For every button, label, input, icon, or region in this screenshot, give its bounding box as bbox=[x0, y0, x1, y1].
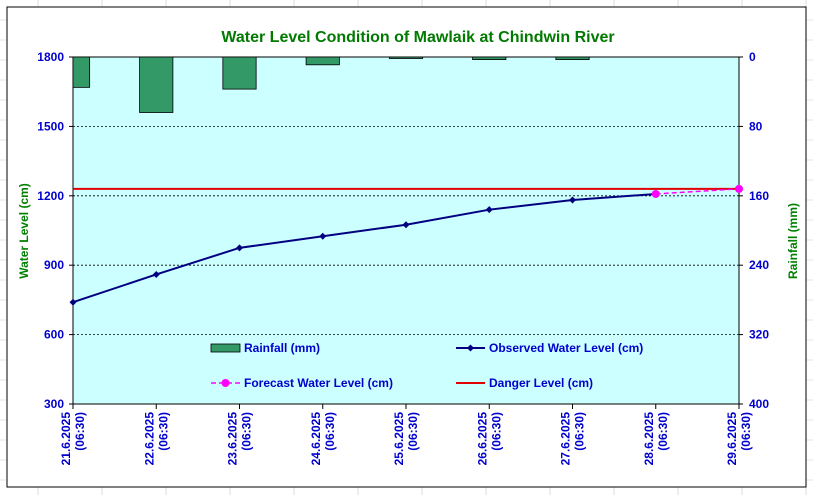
x-tick-label-group: 24.6.2025 (06:30) bbox=[309, 412, 337, 466]
right-tick-label: 320 bbox=[749, 328, 769, 342]
legend-marker bbox=[221, 379, 230, 387]
x-tick-time: (06:30) bbox=[240, 412, 254, 451]
legend-label: Forecast Water Level (cm) bbox=[244, 376, 393, 390]
forecast-water-level-series bbox=[651, 184, 743, 198]
chart-title: Water Level Condition of Mawlaik at Chin… bbox=[221, 29, 614, 46]
x-tick-label-group: 26.6.2025 (06:30) bbox=[475, 412, 503, 466]
x-tick-date: 23.6.2025 bbox=[226, 412, 240, 466]
left-tick-label: 1800 bbox=[37, 50, 64, 64]
x-tick-time: (06:30) bbox=[323, 412, 337, 451]
left-axis-ticks: 1800 1500 1200 900 600 300 bbox=[37, 50, 73, 411]
rainfall-bar bbox=[472, 56, 507, 61]
x-tick-time: (06:30) bbox=[573, 412, 587, 451]
x-tick-date: 26.6.2025 bbox=[475, 412, 489, 466]
observed-point bbox=[236, 244, 243, 252]
right-tick-label: 240 bbox=[749, 258, 769, 272]
legend-item: Rainfall (mm) bbox=[210, 341, 320, 355]
rainfall-bar bbox=[222, 56, 257, 90]
observed-line bbox=[72, 192, 656, 304]
x-tick-date: 27.6.2025 bbox=[559, 412, 573, 466]
left-tick-label: 900 bbox=[44, 258, 64, 272]
legend-item: Danger Level (cm) bbox=[456, 376, 593, 390]
rainfall-bar bbox=[305, 56, 340, 66]
x-axis-ticks: 21.6.2025 (06:30) 22.6.2025 (06:30) 23.6.202… bbox=[59, 404, 753, 465]
rainfall-bar bbox=[388, 56, 424, 59]
rainfall-bar bbox=[139, 56, 174, 113]
legend-swatch bbox=[210, 343, 241, 353]
x-tick-time: (06:30) bbox=[739, 412, 753, 451]
right-tick-label: 0 bbox=[749, 50, 756, 64]
right-tick-label: 160 bbox=[749, 189, 769, 203]
observed-point bbox=[319, 232, 327, 240]
legend: Rainfall (mm) Observed Water Level (cm) Fo… bbox=[210, 341, 643, 390]
x-tick-label-group: 21.6.2025 (06:30) bbox=[59, 412, 87, 466]
observed-point bbox=[152, 270, 160, 278]
x-tick-label-group: 22.6.2025 (06:30) bbox=[142, 412, 170, 466]
x-tick-label-group: 29.6.2025 (06:30) bbox=[725, 412, 753, 466]
observed-point bbox=[402, 221, 410, 229]
x-tick-time: (06:30) bbox=[156, 412, 170, 451]
x-tick-time: (06:30) bbox=[73, 412, 87, 451]
legend-label: Observed Water Level (cm) bbox=[489, 341, 643, 355]
legend-label: Rainfall (mm) bbox=[244, 341, 320, 355]
legend-label: Danger Level (cm) bbox=[489, 376, 593, 390]
plot-area bbox=[72, 56, 740, 405]
x-tick-time: (06:30) bbox=[656, 412, 670, 451]
x-tick-date: 25.6.2025 bbox=[392, 412, 406, 466]
observed-point bbox=[485, 206, 493, 214]
x-tick-time: (06:30) bbox=[489, 412, 503, 451]
forecast-point bbox=[651, 189, 660, 198]
x-tick-date: 22.6.2025 bbox=[142, 412, 156, 466]
x-tick-date: 28.6.2025 bbox=[642, 412, 656, 466]
left-tick-label: 1500 bbox=[37, 119, 64, 133]
rainfall-bar bbox=[555, 56, 590, 61]
right-tick-label: 400 bbox=[749, 397, 769, 411]
x-tick-date: 21.6.2025 bbox=[59, 412, 73, 466]
observed-water-level-series bbox=[69, 190, 660, 306]
left-tick-label: 300 bbox=[44, 397, 64, 411]
rainfall-bar bbox=[72, 56, 91, 88]
x-tick-label-group: 27.6.2025 (06:30) bbox=[559, 412, 587, 466]
left-tick-label: 600 bbox=[44, 328, 64, 342]
rainfall-bars bbox=[72, 56, 590, 113]
y2-axis-label: Rainfall (mm) bbox=[786, 203, 800, 279]
legend-item: Forecast Water Level (cm) bbox=[211, 376, 393, 390]
x-tick-date: 24.6.2025 bbox=[309, 412, 323, 466]
x-tick-time: (06:30) bbox=[406, 412, 420, 451]
right-tick-label: 80 bbox=[749, 119, 763, 133]
legend-marker bbox=[467, 344, 474, 352]
observed-point bbox=[569, 196, 576, 204]
forecast-line bbox=[655, 188, 740, 195]
left-tick-label: 1200 bbox=[37, 189, 64, 203]
observed-point bbox=[69, 298, 77, 306]
x-tick-label-group: 23.6.2025 (06:30) bbox=[226, 412, 254, 466]
x-tick-label-group: 28.6.2025 (06:30) bbox=[642, 412, 670, 466]
x-tick-label-group: 25.6.2025 (06:30) bbox=[392, 412, 420, 466]
y-axis-label: Water Level (cm) bbox=[17, 183, 31, 279]
legend-item: Observed Water Level (cm) bbox=[456, 341, 643, 355]
forecast-point bbox=[735, 184, 743, 193]
x-tick-date: 29.6.2025 bbox=[725, 412, 739, 466]
right-axis-ticks: 0 80 160 240 320 400 bbox=[739, 50, 769, 411]
